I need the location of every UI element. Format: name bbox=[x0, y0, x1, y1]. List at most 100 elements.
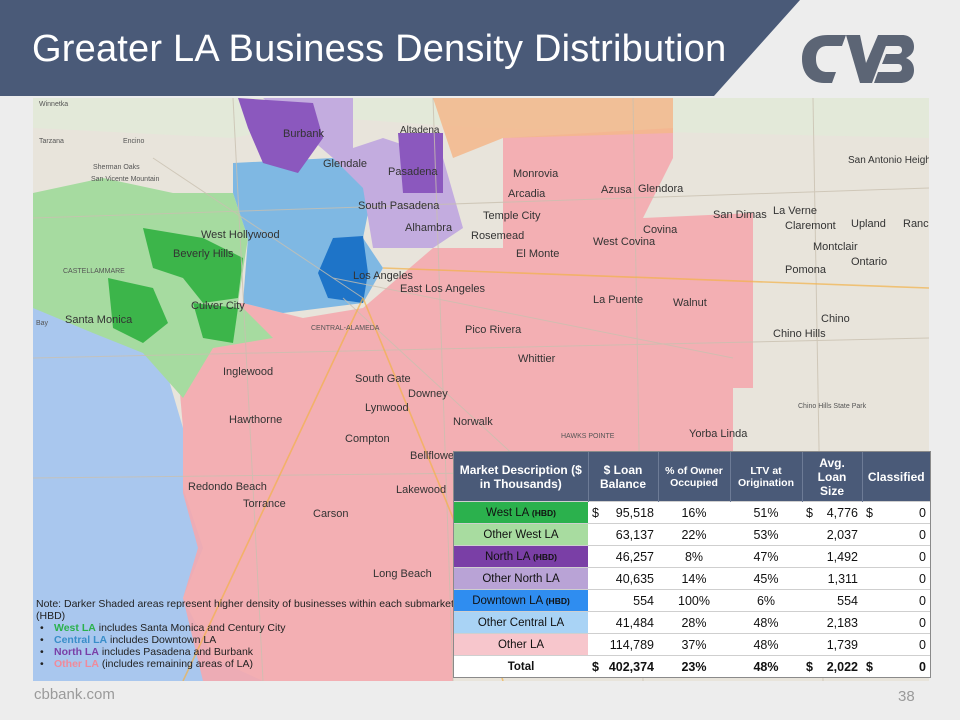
avg-loan-size: $2,022 bbox=[802, 655, 862, 677]
note-name: Central LA bbox=[54, 634, 108, 646]
owner-occupied-value: 37% bbox=[681, 637, 707, 652]
place-azusa: Azusa bbox=[601, 184, 632, 196]
place-hawthorne: Hawthorne bbox=[229, 414, 283, 426]
ltv-value: 45% bbox=[753, 571, 779, 586]
place-carson: Carson bbox=[313, 508, 349, 520]
owner-occupied: 37% bbox=[658, 633, 730, 656]
market-name: North LA bbox=[484, 550, 530, 563]
ltv: 6% bbox=[730, 589, 802, 612]
dollar-sign: $ bbox=[806, 505, 813, 520]
header-classified: Classified bbox=[862, 452, 930, 502]
avg-loan-size-value: 1,739 bbox=[826, 637, 858, 652]
map-note: Note: Darker Shaded areas represent high… bbox=[36, 598, 456, 670]
place-san-dimas: San Dimas bbox=[713, 209, 767, 221]
avg-loan-size: 2,183 bbox=[802, 611, 862, 634]
page-number: 38 bbox=[898, 688, 915, 705]
place-rancho-cucamonga: Rancho Cucamonga bbox=[903, 218, 929, 230]
place-ontario: Ontario bbox=[851, 256, 888, 268]
place-tarzana: Tarzana bbox=[39, 138, 64, 145]
place-sherman-oaks: Sherman Oaks bbox=[93, 164, 140, 171]
owner-occupied: 22% bbox=[658, 523, 730, 546]
classified-value: 0 bbox=[919, 571, 926, 586]
place-chino-hills-state-park: Chino Hills State Park bbox=[798, 403, 867, 410]
dollar-sign: $ bbox=[866, 659, 873, 674]
classified-value: 0 bbox=[919, 615, 926, 630]
place-downey: Downey bbox=[408, 388, 448, 400]
label-central-alameda: CENTRAL-ALAMEDA bbox=[311, 325, 380, 332]
place-upland: Upland bbox=[851, 218, 886, 230]
hbd-tag: (HBD) bbox=[531, 507, 556, 518]
owner-occupied: 8% bbox=[658, 545, 730, 568]
classified: 0 bbox=[862, 567, 930, 590]
market-description: Other West LA bbox=[454, 523, 588, 546]
classified: 0 bbox=[862, 523, 930, 546]
market-name: Other West LA bbox=[483, 528, 559, 541]
place-arcadia: Arcadia bbox=[508, 188, 546, 200]
note-name: Other LA bbox=[54, 658, 99, 670]
ltv: 51% bbox=[730, 501, 802, 524]
classified: 0 bbox=[862, 589, 930, 612]
table-row: Other Central LA 41,484 28% 48% 2,183 0 bbox=[454, 611, 930, 634]
place-la-verne: La Verne bbox=[773, 205, 818, 217]
place-compton: Compton bbox=[345, 433, 390, 445]
label-castellammare: CASTELLAMMARE bbox=[63, 268, 125, 275]
avg-loan-size-value: 2,022 bbox=[826, 659, 858, 674]
avg-loan-size: 2,037 bbox=[802, 523, 862, 546]
loan-balance-value: 46,257 bbox=[615, 549, 654, 564]
market-name: Total bbox=[507, 660, 535, 673]
place-whittier: Whittier bbox=[518, 353, 556, 365]
ltv-value: 48% bbox=[753, 637, 779, 652]
place-monrovia: Monrovia bbox=[513, 168, 559, 180]
ltv-value: 48% bbox=[753, 659, 779, 674]
dollar-sign: $ bbox=[866, 505, 873, 520]
place-beverly-hills: Beverly Hills bbox=[173, 248, 234, 260]
market-description: Total bbox=[454, 655, 588, 677]
market-description: North LA (HBD) bbox=[454, 545, 588, 568]
avg-loan-size: $4,776 bbox=[802, 501, 862, 524]
ltv: 45% bbox=[730, 567, 802, 590]
table-row: Other West LA 63,137 22% 53% 2,037 0 bbox=[454, 523, 930, 546]
note-name: North LA bbox=[54, 646, 99, 658]
market-name: Other LA bbox=[497, 638, 545, 651]
owner-occupied: 23% bbox=[658, 655, 730, 677]
owner-occupied: 14% bbox=[658, 567, 730, 590]
ltv: 47% bbox=[730, 545, 802, 568]
place-bellflower: Bellflower bbox=[410, 450, 458, 462]
loan-balance: 46,257 bbox=[588, 545, 658, 568]
classified-value: 0 bbox=[919, 549, 926, 564]
place-el-monte: El Monte bbox=[516, 248, 560, 260]
avg-loan-size: 1,739 bbox=[802, 633, 862, 656]
place-west-covina: West Covina bbox=[593, 236, 656, 248]
market-description: Other North LA bbox=[454, 567, 588, 590]
ltv-value: 47% bbox=[753, 549, 779, 564]
classified-value: 0 bbox=[919, 659, 926, 674]
place-bay: Bay bbox=[36, 320, 49, 327]
place-west-hollywood: West Hollywood bbox=[201, 229, 280, 241]
place-walnut: Walnut bbox=[673, 297, 707, 309]
place-lynwood: Lynwood bbox=[365, 402, 409, 414]
place-glendora: Glendora bbox=[638, 183, 684, 195]
loan-balance: 554 bbox=[588, 589, 658, 612]
loan-table: Market Description ($ in Thousands) $ Lo… bbox=[453, 451, 931, 678]
note-text: (includes remaining areas of LA) bbox=[98, 658, 253, 670]
market-description: Other Central LA bbox=[454, 611, 588, 634]
place-east-los-angeles: East Los Angeles bbox=[400, 283, 486, 295]
avg-loan-size-value: 554 bbox=[837, 593, 858, 608]
classified-value: 0 bbox=[919, 593, 926, 608]
avg-loan-size: 1,492 bbox=[802, 545, 862, 568]
avg-loan-size-value: 1,311 bbox=[827, 571, 858, 586]
loan-balance-value: 114,789 bbox=[609, 637, 654, 652]
place-inglewood: Inglewood bbox=[223, 366, 274, 378]
market-name: Other North LA bbox=[482, 572, 560, 585]
market-description: Downtown LA (HBD) bbox=[454, 589, 588, 612]
ltv-value: 51% bbox=[753, 505, 779, 520]
header-avg-loan-size: Avg. Loan Size bbox=[802, 452, 863, 502]
note-item-west: West LA includes Santa Monica and Centur… bbox=[36, 622, 456, 634]
place-south-pasadena: South Pasadena bbox=[358, 200, 440, 212]
total-row: Total $402,374 23% 48% $2,022 $0 bbox=[454, 655, 930, 677]
loan-balance-value: 554 bbox=[633, 593, 654, 608]
footer-url: cbbank.com bbox=[34, 686, 115, 703]
place-altadena: Altadena bbox=[400, 125, 440, 136]
note-item-north: North LA includes Pasadena and Burbank bbox=[36, 646, 456, 658]
header-ltv: LTV at Origination bbox=[730, 452, 803, 502]
